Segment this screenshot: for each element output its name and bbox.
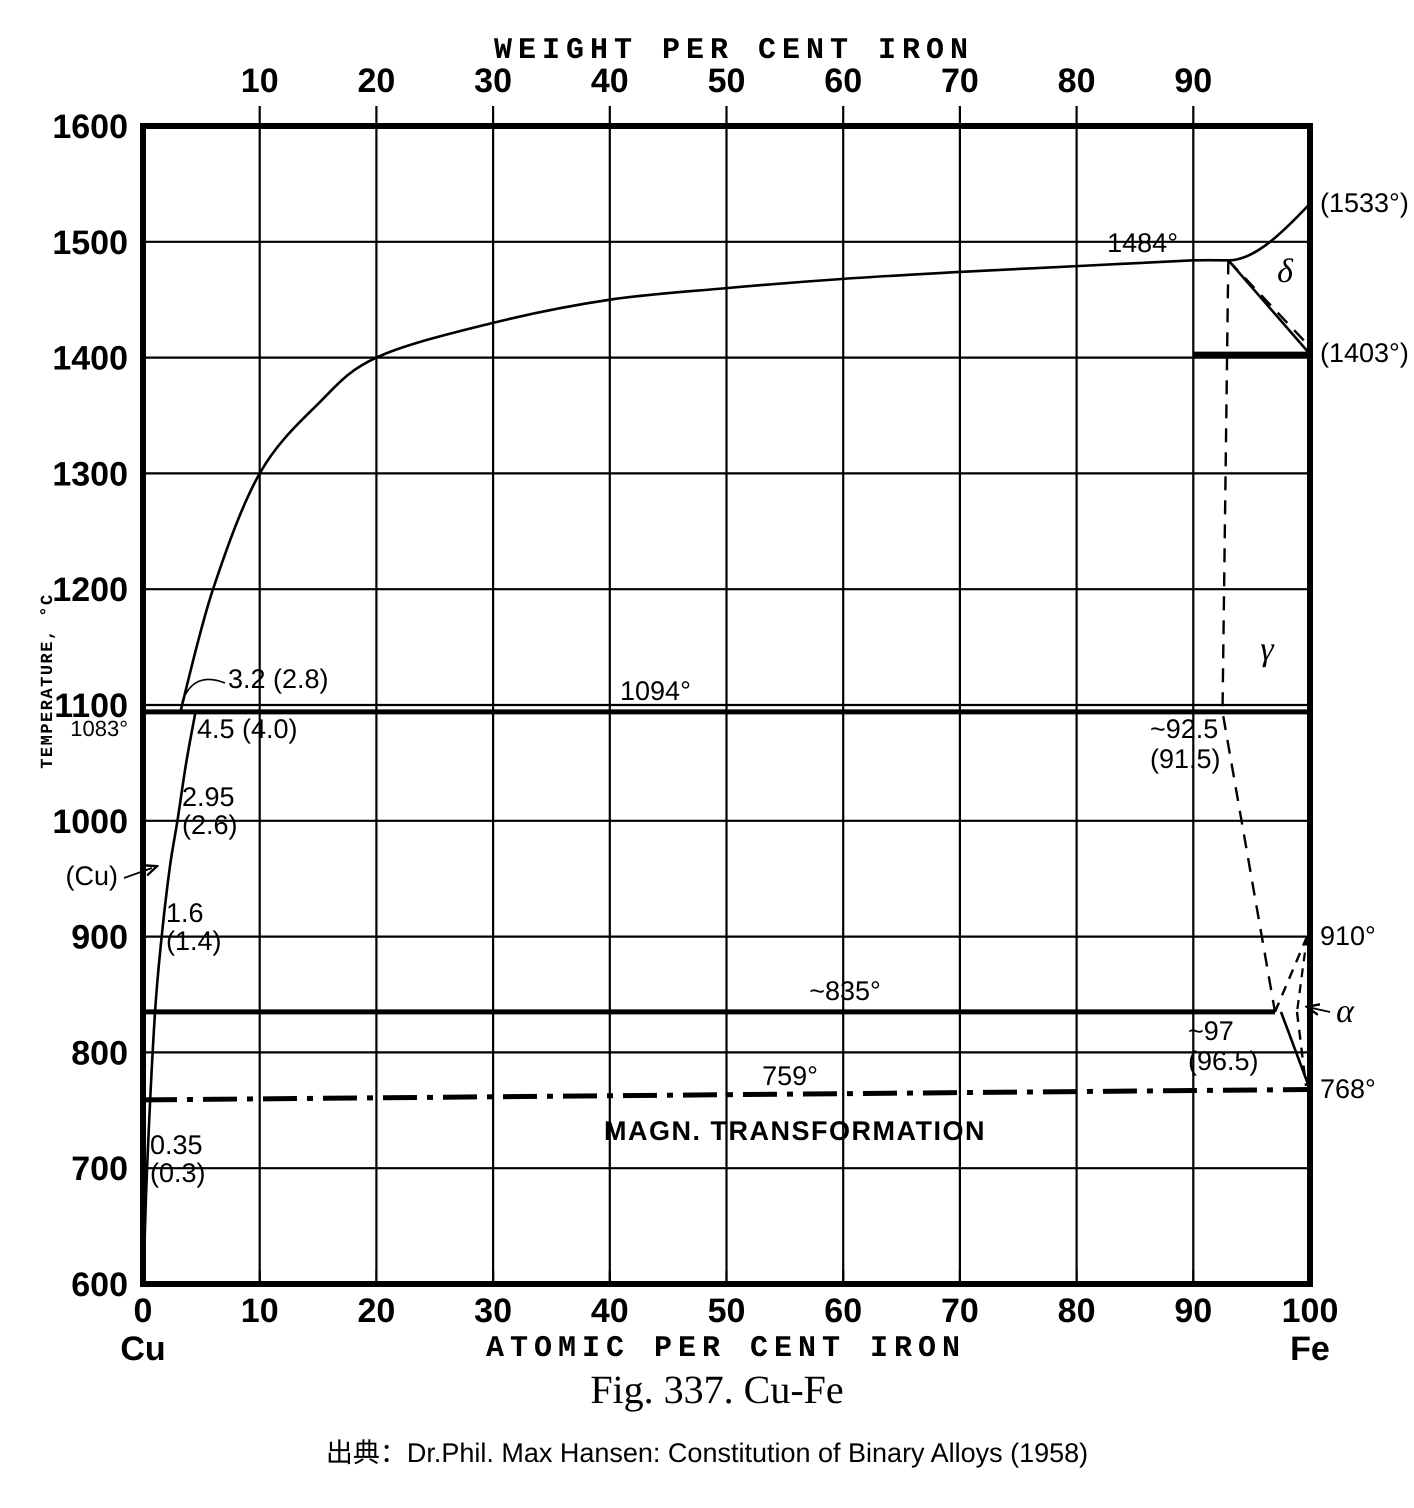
svg-text:1.6: 1.6 (166, 898, 204, 928)
svg-text:800: 800 (71, 1034, 128, 1072)
svg-text:1083°: 1083° (70, 716, 128, 741)
svg-text:40: 40 (591, 1292, 629, 1330)
svg-text:~92.5: ~92.5 (1150, 714, 1218, 744)
svg-text:30: 30 (474, 1292, 512, 1330)
svg-text:600: 600 (71, 1266, 128, 1304)
svg-text:759°: 759° (762, 1061, 818, 1091)
svg-text:100: 100 (1282, 1292, 1339, 1330)
svg-text:(2.6): (2.6) (182, 810, 238, 840)
svg-text:(96.5): (96.5) (1188, 1046, 1259, 1076)
svg-text:(Cu): (Cu) (66, 861, 119, 891)
svg-text:1400: 1400 (52, 340, 128, 378)
svg-text:20: 20 (357, 62, 395, 100)
svg-text:γ: γ (1260, 631, 1275, 668)
svg-text:900: 900 (71, 919, 128, 957)
svg-text:910°: 910° (1320, 921, 1376, 951)
svg-text:768°: 768° (1320, 1074, 1376, 1104)
svg-text:1484°: 1484° (1107, 228, 1178, 258)
svg-text:0: 0 (134, 1292, 153, 1330)
svg-text:70: 70 (941, 1292, 979, 1330)
svg-text:1300: 1300 (52, 455, 128, 493)
svg-text:60: 60 (824, 1292, 862, 1330)
svg-text:1094°: 1094° (620, 676, 691, 706)
svg-text:WEIGHT PER CENT IRON: WEIGHT PER CENT IRON (494, 34, 974, 68)
svg-text:3.2 (2.8): 3.2 (2.8) (228, 664, 329, 694)
svg-text:(1.4): (1.4) (166, 926, 222, 956)
svg-text:Cu: Cu (120, 1330, 165, 1368)
svg-text:ATOMIC PER CENT IRON: ATOMIC PER CENT IRON (486, 1332, 966, 1366)
svg-text:Fe: Fe (1290, 1330, 1330, 1368)
svg-text:TEMPERATURE, °C: TEMPERATURE, °C (39, 593, 58, 769)
svg-text:4.5 (4.0): 4.5 (4.0) (197, 714, 298, 744)
svg-text:1600: 1600 (52, 108, 128, 146)
svg-text:700: 700 (71, 1150, 128, 1188)
svg-text:(0.3): (0.3) (150, 1158, 206, 1188)
svg-text:50: 50 (708, 1292, 746, 1330)
svg-text:2.95: 2.95 (182, 782, 235, 812)
svg-text:MAGN. TRANSFORMATION: MAGN. TRANSFORMATION (604, 1116, 986, 1146)
svg-text:1000: 1000 (52, 803, 128, 841)
svg-text:(1533°): (1533°) (1320, 188, 1409, 218)
svg-text:90: 90 (1174, 62, 1212, 100)
svg-text:~835°: ~835° (809, 976, 881, 1006)
svg-text:1200: 1200 (52, 571, 128, 609)
svg-text:80: 80 (1058, 1292, 1096, 1330)
svg-text:10: 10 (241, 62, 279, 100)
svg-text:出典：Dr.Phil. Max Hansen: Consti: 出典：Dr.Phil. Max Hansen: Constitution of … (326, 1438, 1088, 1468)
svg-text:(91.5): (91.5) (1150, 744, 1221, 774)
svg-text:1500: 1500 (52, 224, 128, 262)
svg-text:Fig. 337. Cu-Fe: Fig. 337. Cu-Fe (590, 1367, 843, 1412)
svg-text:δ: δ (1277, 253, 1294, 290)
svg-text:20: 20 (357, 1292, 395, 1330)
svg-text:80: 80 (1058, 62, 1096, 100)
svg-text:0.35: 0.35 (150, 1130, 203, 1160)
svg-text:~97: ~97 (1188, 1016, 1234, 1046)
svg-text:(1403°): (1403°) (1320, 338, 1409, 368)
svg-text:α: α (1336, 993, 1355, 1030)
svg-text:10: 10 (241, 1292, 279, 1330)
svg-text:90: 90 (1174, 1292, 1212, 1330)
